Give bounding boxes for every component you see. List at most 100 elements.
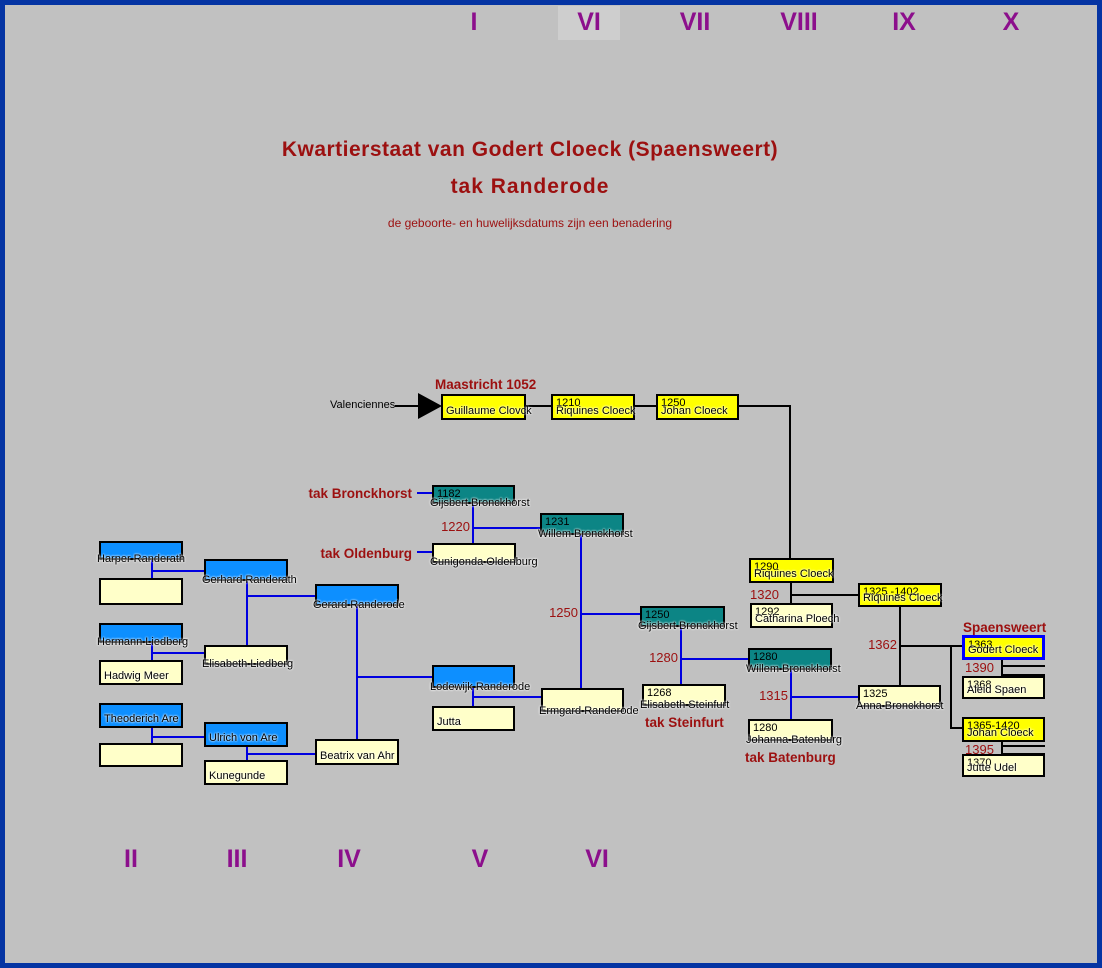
connector-line [739, 405, 791, 407]
person-name: Hermann Liedberg [97, 636, 189, 648]
generation-label-top-vi: VI [577, 8, 601, 36]
person-box-gerhard-randerath[interactable]: Gerhard Randerath [202, 559, 297, 586]
connector-line [526, 405, 551, 407]
person-year: 1292 [755, 606, 780, 618]
person-box-ulrich-von-are[interactable]: Ulrich von Are [204, 722, 288, 747]
person-box-johan-cloeck-1365[interactable]: 1365-1420 Johan Cloeck [962, 717, 1045, 742]
person-box-cunigonda-oldenburg[interactable]: Cunigonda Oldenburg [430, 543, 538, 568]
person-box-gijsbert-bronckhorst-1250[interactable]: 1250 Gijsbert Bronckhorst [638, 606, 738, 632]
connector-line [151, 727, 153, 744]
person-name: Johanna Batenburg [746, 734, 843, 746]
person-year: 1365-1420 [967, 720, 1020, 732]
person-name: Lodewijk Randerode [430, 681, 531, 693]
connector-line [417, 551, 433, 553]
person-box-hermann-liedberg[interactable]: Hermann Liedberg [97, 623, 188, 648]
marriage-year-label: 1280 [649, 650, 678, 665]
person-name: Johan Cloeck [661, 405, 728, 417]
connector-line [151, 559, 153, 579]
person-name: Catharina Ploech [755, 613, 840, 625]
person-year: 1250 [661, 397, 686, 409]
connector-line [950, 645, 962, 647]
connector-line [790, 670, 792, 720]
person-box-johan-cloeck-1250[interactable]: 1250 Johan Cloeck [656, 394, 739, 420]
connector-line [472, 696, 542, 698]
person-name: Riquines Cloeck [754, 568, 834, 580]
person-box-beatrix-van-ahr[interactable]: Beatrix van Ahr [315, 739, 399, 765]
person-name: Theoderich Are [104, 713, 179, 725]
branch-label-maastricht-1052: Maastricht 1052 [435, 377, 537, 392]
person-box-willem-bronckhorst-1231[interactable]: 1231 Willem Bronckhorst [538, 513, 633, 540]
connector-line [789, 405, 791, 558]
person-name: Gerard Randerode [313, 599, 405, 611]
generation-label-top-i: I [470, 8, 478, 36]
person-box-aleid-spaen[interactable]: 1368 Aleid Spaen [962, 676, 1045, 699]
person-box-theoderich-are[interactable]: Theoderich Are [99, 703, 183, 728]
generation-label-top-vii: VII [679, 8, 711, 36]
person-box-willem-bronckhorst-1280[interactable]: 1280 Willem Bronckhorst [746, 648, 841, 675]
person-year: 1280 [753, 651, 778, 663]
person-box-gerard-randerode[interactable]: Gerard Randerode [313, 584, 405, 611]
marriage-year-label: 1250 [549, 605, 578, 620]
generation-label-top-x: X [1002, 8, 1020, 36]
person-box-gijsbert-bronckhorst-1182[interactable]: 1182 Gijsbert Bronckhorst [430, 485, 530, 509]
person-year: 1268 [647, 687, 672, 699]
generation-label-bottom-iv: IV [337, 845, 361, 873]
person-box-riquines-cloeck-1210[interactable]: 1210 Riquines Cloeck [551, 394, 635, 420]
connector-line [151, 652, 205, 654]
person-box-jutta[interactable]: Jutta [432, 706, 515, 731]
person-box-godert-cloeck[interactable]: 1363 Godert Cloeck [962, 635, 1045, 660]
person-box-guillaume-clovck[interactable]: Guillaume Clovck [441, 394, 532, 420]
marriage-year-label: 1320 [750, 587, 779, 602]
branch-label-tak-oldenburg: tak Oldenburg [320, 546, 412, 561]
person-box-empty-spouse-2[interactable] [99, 743, 183, 767]
connector-line [151, 570, 205, 572]
connector-line [580, 534, 582, 689]
person-name: Elisabeth Liedberg [202, 658, 294, 670]
branch-label-tak-bronckhorst: tak Bronckhorst [308, 486, 412, 501]
person-box-johanna-batenburg[interactable]: 1280 Johanna Batenburg [746, 719, 842, 746]
person-year: 1231 [545, 516, 570, 528]
person-name: Godert Cloeck [968, 644, 1039, 656]
person-box-kunegunde[interactable]: Kunegunde [204, 760, 288, 785]
connector-line [790, 696, 859, 698]
connector-line [1001, 745, 1045, 747]
connector-line [950, 645, 952, 729]
connector-line [151, 736, 205, 738]
page-note: de geboorte- en huwelijksdatums zijn een… [387, 216, 673, 230]
person-year: 1368 [967, 679, 992, 691]
person-box-catharina-ploech[interactable]: 1292 Catharina Ploech [750, 603, 839, 628]
person-box-elisabeth-liedberg[interactable]: Elisabeth Liedberg [202, 645, 293, 670]
connector-line [1001, 674, 1045, 676]
connector-line [472, 527, 540, 529]
connector-line [356, 676, 433, 678]
person-box-anna-bronckhorst[interactable]: 1325 Anna Bronckhorst [856, 685, 943, 712]
person-box-jutte-udel[interactable]: 1370 Jutte Udel [962, 754, 1045, 777]
person-box-harper-randerath[interactable]: Harper Randerath [97, 541, 185, 565]
branch-label-spaensweert: Spaensweert [963, 620, 1047, 635]
person-name: Elisabeth Steinfurt [640, 699, 730, 711]
person-box-riquines-cloeck-1290[interactable]: 1290 Riquines Cloeck [749, 558, 834, 583]
right-arrow-icon [418, 393, 442, 419]
connector-line [395, 405, 419, 407]
person-box-riquines-cloeck-1325[interactable]: 1325 -1402 Riquines Cloeck [858, 583, 942, 607]
generation-label-bottom-iii: III [226, 845, 248, 873]
person-box-hadwig-meer[interactable]: Hadwig Meer [99, 660, 183, 685]
person-name: Jutte Udel [967, 762, 1017, 774]
person-year: 1290 [754, 561, 779, 573]
person-year: 1370 [967, 757, 992, 769]
connector-line [472, 503, 474, 544]
person-box-empty-spouse-1[interactable] [99, 578, 183, 605]
person-box-lodewijk-randerode[interactable]: Lodewijk Randerode [430, 665, 530, 693]
person-name: Beatrix van Ahr [320, 750, 395, 762]
person-box-elisabeth-steinfurt[interactable]: 1268 Elisabeth Steinfurt [640, 684, 729, 711]
connector-line [151, 642, 153, 661]
person-name: Aleid Spaen [967, 684, 1027, 696]
person-box-ermgard-randerode[interactable]: Ermgard Randerode [539, 688, 639, 717]
marriage-year-label: 1315 [759, 688, 788, 703]
person-year: 1363 [968, 639, 993, 651]
connector-line [246, 595, 316, 597]
person-year: 1325 -1402 [863, 586, 919, 598]
marriage-year-label: 1395 [965, 742, 994, 757]
connector-line [1001, 660, 1003, 676]
